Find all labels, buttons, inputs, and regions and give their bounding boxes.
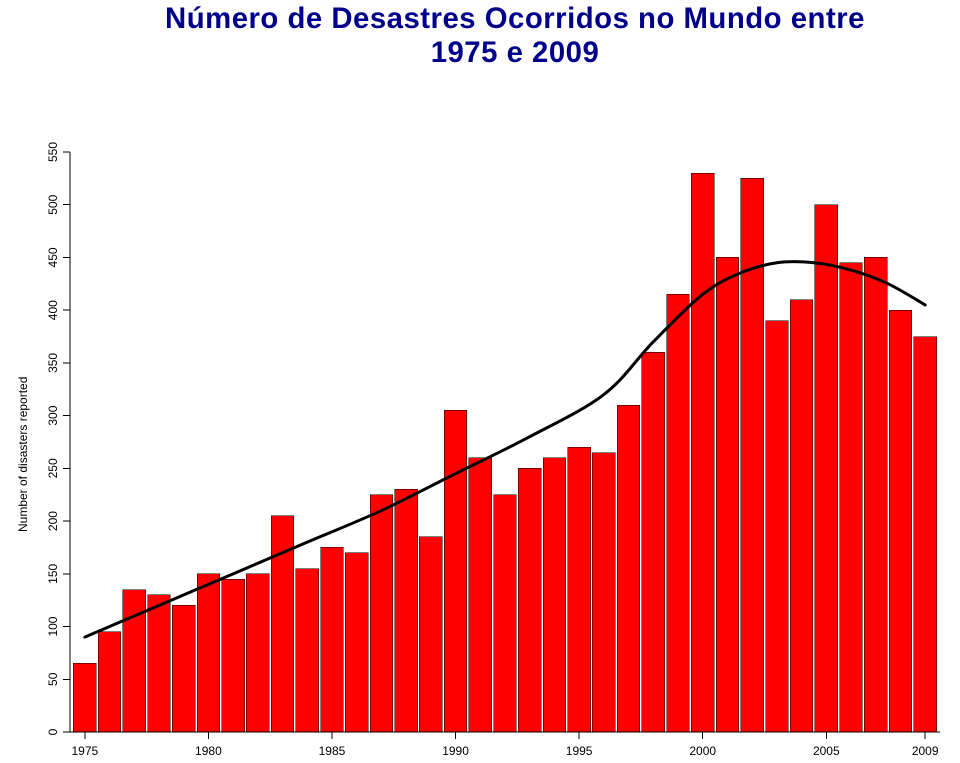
- bar: [469, 458, 492, 732]
- bar: [592, 453, 615, 732]
- bar: [419, 537, 442, 732]
- y-axis-label: Number of disasters reported: [16, 377, 30, 532]
- chart-title: Número de Desastres Ocorridos no Mundo e…: [0, 0, 960, 70]
- title-line1: Número de Desastres Ocorridos no Mundo e…: [165, 2, 865, 35]
- y-tick-label: 500: [46, 194, 60, 214]
- x-tick-label: 1975: [71, 744, 98, 758]
- y-tick-label: 200: [46, 511, 60, 531]
- bar: [642, 352, 665, 732]
- bar: [518, 468, 541, 732]
- bar: [494, 495, 517, 732]
- chart-container: Number of disasters reported 0 50 100 150 20…: [0, 70, 960, 763]
- bar: [568, 447, 591, 732]
- bar: [444, 410, 467, 732]
- bar: [370, 495, 393, 732]
- bar: [543, 458, 566, 732]
- bar: [395, 489, 418, 732]
- bar: [73, 663, 96, 732]
- y-tick-label: 100: [46, 616, 60, 636]
- bar: [864, 257, 887, 732]
- y-tick-label: 150: [46, 563, 60, 583]
- y-tick-label: 300: [46, 405, 60, 425]
- bar: [667, 294, 690, 732]
- y-tick-label: 50: [46, 672, 60, 686]
- bar: [321, 547, 344, 732]
- bar: [222, 579, 245, 732]
- bar: [172, 605, 195, 732]
- bar: [815, 205, 838, 732]
- bar: [840, 263, 863, 732]
- bar: [98, 632, 121, 732]
- x-tick-label: 2009: [912, 744, 939, 758]
- x-tick-label: 1980: [195, 744, 222, 758]
- title-line2: 1975 e 2009: [431, 36, 600, 69]
- y-tick-label: 350: [46, 353, 60, 373]
- x-tick-label: 1990: [442, 744, 469, 758]
- y-tick-label: 0: [46, 728, 60, 735]
- bar: [197, 574, 220, 732]
- bar: [889, 310, 912, 732]
- x-tick-label: 2005: [813, 744, 840, 758]
- disasters-bar-chart: 0 50 100 150 200 250 300 350 400 450 500 550 1975 198…: [0, 70, 960, 763]
- bar: [691, 173, 714, 732]
- y-tick-label: 400: [46, 300, 60, 320]
- bar: [345, 553, 368, 732]
- x-tick-label: 2000: [689, 744, 716, 758]
- bar: [246, 574, 269, 732]
- y-tick-label: 250: [46, 458, 60, 478]
- bar: [914, 337, 937, 732]
- bar: [617, 405, 640, 732]
- bar: [790, 300, 813, 732]
- y-tick-label: 550: [46, 142, 60, 162]
- bar: [766, 321, 789, 732]
- bar: [741, 178, 764, 732]
- y-tick-label: 450: [46, 247, 60, 267]
- x-tick-label: 1995: [566, 744, 593, 758]
- bar: [716, 257, 739, 732]
- x-tick-label: 1985: [319, 744, 346, 758]
- bar: [296, 569, 319, 732]
- bar: [148, 595, 171, 732]
